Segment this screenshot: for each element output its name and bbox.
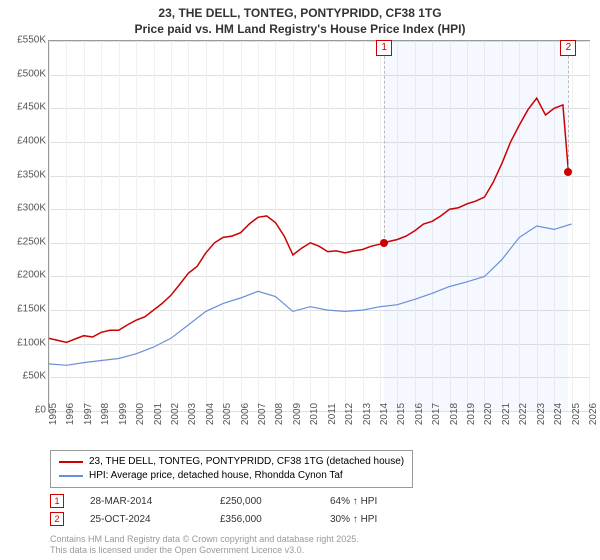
x-axis-tick: 2025: [571, 403, 582, 425]
y-axis-tick: £250K: [17, 236, 46, 247]
x-axis-tick: 1998: [100, 403, 111, 425]
legend-label: 23, THE DELL, TONTEG, PONTYPRIDD, CF38 1…: [89, 455, 404, 469]
x-axis-tick: 1997: [83, 403, 94, 425]
sale-pct: 64% ↑ HPI: [330, 496, 450, 507]
sale-row: 2 25-OCT-2024 £356,000 30% ↑ HPI: [50, 510, 450, 528]
sale-dot-icon: [564, 168, 572, 176]
legend-item: HPI: Average price, detached house, Rhon…: [59, 469, 404, 483]
x-axis-tick: 2008: [274, 403, 285, 425]
x-axis-tick: 2023: [536, 403, 547, 425]
x-axis-tick: 2012: [344, 403, 355, 425]
x-axis-tick: 2011: [327, 403, 338, 425]
x-axis-tick: 2019: [466, 403, 477, 425]
y-axis-tick: £0: [35, 405, 46, 416]
x-axis-tick: 2020: [483, 403, 494, 425]
y-axis-tick: £550K: [17, 35, 46, 46]
x-axis-tick: 2010: [309, 403, 320, 425]
x-axis-tick: 2015: [396, 403, 407, 425]
legend-item: 23, THE DELL, TONTEG, PONTYPRIDD, CF38 1…: [59, 455, 404, 469]
sale-price: £356,000: [220, 514, 330, 525]
x-axis-tick: 2007: [257, 403, 268, 425]
title-line2: Price paid vs. HM Land Registry's House …: [0, 22, 600, 38]
y-axis-tick: £450K: [17, 102, 46, 113]
legend-swatch: [59, 461, 83, 463]
x-axis-tick: 2022: [518, 403, 529, 425]
legend: 23, THE DELL, TONTEG, PONTYPRIDD, CF38 1…: [50, 450, 413, 488]
sale-date: 28-MAR-2014: [90, 496, 220, 507]
x-axis-tick: 2002: [170, 403, 181, 425]
sale-dot-icon: [380, 239, 388, 247]
x-axis-tick: 2026: [588, 403, 599, 425]
sale-price: £250,000: [220, 496, 330, 507]
y-axis-tick: £50K: [23, 371, 46, 382]
x-axis-tick: 2014: [379, 403, 390, 425]
y-axis-tick: £500K: [17, 68, 46, 79]
x-axis-tick: 2021: [501, 403, 512, 425]
title-line1: 23, THE DELL, TONTEG, PONTYPRIDD, CF38 1…: [0, 6, 600, 22]
footer-line: Contains HM Land Registry data © Crown c…: [50, 534, 359, 545]
sale-marker-icon: 1: [50, 494, 64, 508]
x-axis-tick: 2005: [222, 403, 233, 425]
x-axis-tick: 2017: [431, 403, 442, 425]
y-axis-tick: £400K: [17, 135, 46, 146]
chart-plot-area: 12: [48, 40, 590, 412]
footer: Contains HM Land Registry data © Crown c…: [50, 534, 359, 556]
sale-marker-icon: 2: [560, 40, 576, 56]
sale-date: 25-OCT-2024: [90, 514, 220, 525]
x-axis-tick: 1995: [48, 403, 59, 425]
x-axis-tick: 2000: [135, 403, 146, 425]
sale-marker-icon: 2: [50, 512, 64, 526]
sale-marker-icon: 1: [376, 40, 392, 56]
sales-table: 1 28-MAR-2014 £250,000 64% ↑ HPI 2 25-OC…: [50, 492, 450, 528]
x-axis-tick: 2016: [414, 403, 425, 425]
chart-line: [49, 98, 572, 342]
y-axis-tick: £100K: [17, 337, 46, 348]
x-axis-tick: 2006: [240, 403, 251, 425]
legend-swatch: [59, 475, 83, 477]
footer-line: This data is licensed under the Open Gov…: [50, 545, 359, 556]
sale-pct: 30% ↑ HPI: [330, 514, 450, 525]
x-axis-tick: 2004: [205, 403, 216, 425]
y-axis-tick: £150K: [17, 304, 46, 315]
chart-title: 23, THE DELL, TONTEG, PONTYPRIDD, CF38 1…: [0, 0, 600, 37]
y-axis-tick: £350K: [17, 169, 46, 180]
x-axis-tick: 2024: [553, 403, 564, 425]
chart-line: [49, 224, 572, 365]
sale-row: 1 28-MAR-2014 £250,000 64% ↑ HPI: [50, 492, 450, 510]
x-axis-tick: 2001: [153, 403, 164, 425]
x-axis-tick: 1999: [118, 403, 129, 425]
x-axis-tick: 2003: [187, 403, 198, 425]
x-axis-tick: 2013: [362, 403, 373, 425]
y-axis-tick: £200K: [17, 270, 46, 281]
y-axis-tick: £300K: [17, 203, 46, 214]
x-axis-tick: 1996: [65, 403, 76, 425]
x-axis-tick: 2018: [449, 403, 460, 425]
x-axis-tick: 2009: [292, 403, 303, 425]
legend-label: HPI: Average price, detached house, Rhon…: [89, 469, 343, 483]
